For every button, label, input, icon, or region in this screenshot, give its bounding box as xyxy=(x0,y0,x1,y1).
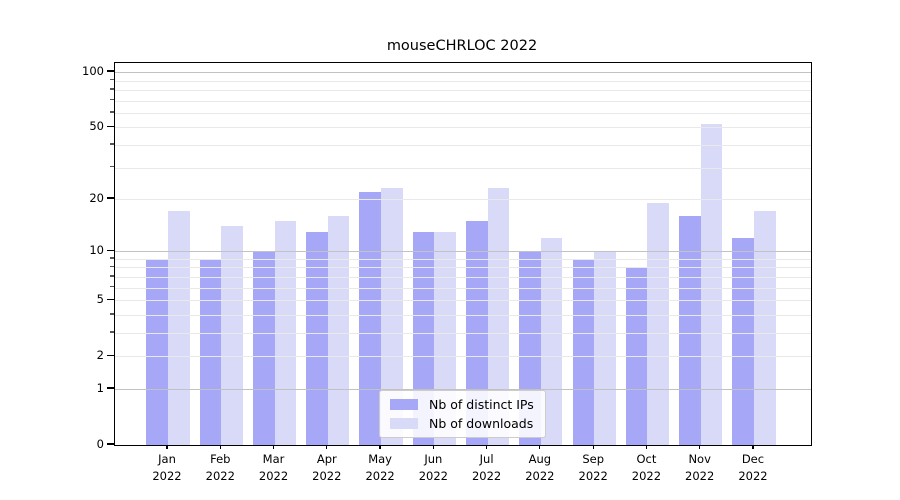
gridline-minor-6 xyxy=(115,287,811,289)
y-minor-tick-30 xyxy=(110,166,114,168)
y-tick-100 xyxy=(107,70,114,72)
legend-item-distinct-ips: Nb of distinct IPs xyxy=(390,396,535,412)
y-tick-label-20: 20 xyxy=(89,191,104,205)
x-tick-label-aug: Aug 2022 xyxy=(525,452,555,483)
x-tick-may xyxy=(379,445,381,450)
x-tick-apr xyxy=(326,445,328,450)
y-minor-tick-7 xyxy=(110,275,114,277)
y-tick-label-5: 5 xyxy=(96,292,104,307)
y-minor-tick-4 xyxy=(110,313,114,315)
y-tick-label-2: 2 xyxy=(96,348,104,363)
plot-area xyxy=(114,62,812,446)
y-tick-50 xyxy=(107,125,114,127)
gridline-minor-4 xyxy=(115,314,811,316)
bar-nb-of-distinct-ips-nov xyxy=(679,216,701,445)
y-minor-tick-6 xyxy=(110,286,114,288)
gridline-minor-40 xyxy=(115,144,811,146)
legend-label-downloads: Nb of downloads xyxy=(429,415,534,431)
x-tick-dec xyxy=(752,445,754,450)
x-tick-label-oct: Oct 2022 xyxy=(631,452,662,483)
gridline-minor-9 xyxy=(115,258,811,260)
x-tick-label-jan: Jan 2022 xyxy=(152,452,182,483)
y-tick-20 xyxy=(107,197,114,199)
legend-swatch-downloads xyxy=(390,418,418,429)
x-tick-jan xyxy=(166,445,168,450)
gridline-minor-70 xyxy=(115,100,811,102)
x-tick-label-nov: Nov 2022 xyxy=(685,452,715,483)
y-minor-tick-60 xyxy=(110,111,114,113)
gridline-minor-5 xyxy=(115,300,811,302)
y-tick-label-0: 0 xyxy=(96,437,104,451)
y-tick-label-10: 10 xyxy=(89,243,104,258)
bar-nb-of-distinct-ips-feb xyxy=(199,258,222,445)
x-tick-label-mar: Mar 2022 xyxy=(258,452,289,483)
y-minor-tick-80 xyxy=(110,88,114,90)
y-minor-tick-8 xyxy=(110,265,114,268)
legend-swatch-distinct-ips xyxy=(390,399,418,410)
x-tick-label-jun: Jun 2022 xyxy=(418,452,448,483)
y-minor-tick-9 xyxy=(110,257,114,259)
gridline-minor-60 xyxy=(115,112,811,114)
gridline-minor-2 xyxy=(115,356,811,358)
y-tick-label-100: 100 xyxy=(82,64,104,79)
bar-nb-of-downloads-dec xyxy=(753,211,776,445)
gridline-minor-8 xyxy=(115,267,811,269)
chart-title: mouseCHRLOC 2022 xyxy=(386,38,538,54)
y-minor-tick-40 xyxy=(110,143,114,145)
bar-nb-of-distinct-ips-mar xyxy=(252,251,275,445)
gridline-minor-20 xyxy=(115,199,811,200)
bar-nb-of-downloads-oct xyxy=(647,202,670,445)
gridline-minor-90 xyxy=(115,80,811,82)
x-tick-label-apr: Apr 2022 xyxy=(312,452,342,483)
x-tick-nov xyxy=(699,445,701,450)
x-tick-label-dec: Dec 2022 xyxy=(738,452,768,483)
bar-nb-of-downloads-apr xyxy=(327,216,350,445)
gridline-major-100 xyxy=(115,72,811,74)
y-tick-10 xyxy=(107,249,114,251)
legend: Nb of distinct IPs Nb of downloads xyxy=(379,390,546,438)
bar-nb-of-downloads-nov xyxy=(700,124,723,445)
x-tick-label-sep: Sep 2022 xyxy=(578,452,608,483)
y-minor-tick-3 xyxy=(110,331,114,333)
y-tick-label-50: 50 xyxy=(89,119,104,134)
bar-nb-of-downloads-sep xyxy=(594,251,616,445)
x-tick-jul xyxy=(486,445,488,450)
gridline-minor-50 xyxy=(115,127,811,129)
y-tick-0 xyxy=(107,443,114,445)
gridline-minor-7 xyxy=(115,276,811,278)
y-tick-5 xyxy=(107,298,114,300)
x-tick-label-feb: Feb 2022 xyxy=(205,452,235,483)
y-minor-tick-90 xyxy=(110,79,114,81)
x-tick-label-may: May 2022 xyxy=(365,452,395,483)
bar-nb-of-downloads-jul xyxy=(487,188,510,445)
y-tick-1 xyxy=(107,387,114,389)
x-tick-jun xyxy=(432,445,434,450)
bar-nb-of-downloads-jan xyxy=(168,211,190,445)
bar-nb-of-downloads-feb xyxy=(221,226,243,445)
x-tick-feb xyxy=(219,445,221,450)
gridline-minor-30 xyxy=(115,167,811,169)
bar-nb-of-downloads-may xyxy=(381,188,403,445)
x-tick-sep xyxy=(592,445,594,450)
gridline-major-1 xyxy=(115,388,811,390)
x-tick-mar xyxy=(272,445,275,450)
y-tick-2 xyxy=(107,354,114,356)
legend-label-distinct-ips: Nb of distinct IPs xyxy=(429,396,534,412)
gridline-minor-80 xyxy=(115,89,811,91)
gridline-minor-3 xyxy=(115,332,811,334)
y-minor-tick-70 xyxy=(110,99,114,101)
bar-nb-of-distinct-ips-sep xyxy=(572,258,595,445)
x-tick-label-jul: Jul 2022 xyxy=(471,452,502,483)
bar-nb-of-distinct-ips-dec xyxy=(732,237,754,445)
x-tick-oct xyxy=(645,445,648,450)
y-tick-label-1: 1 xyxy=(96,380,104,395)
bar-nb-of-downloads-aug xyxy=(540,237,563,445)
gridline-major-10 xyxy=(115,251,811,253)
legend-item-downloads: Nb of downloads xyxy=(390,415,535,431)
bar-nb-of-distinct-ips-apr xyxy=(306,231,328,445)
bar-nb-of-distinct-ips-may xyxy=(359,191,382,445)
x-tick-aug xyxy=(539,445,541,450)
bar-nb-of-distinct-ips-jan xyxy=(146,258,168,445)
